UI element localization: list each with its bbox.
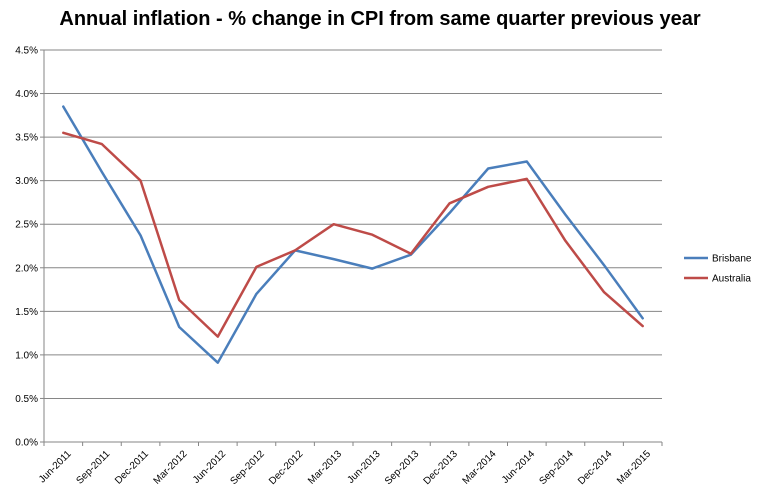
data-point-brisbane — [603, 264, 605, 266]
series-line-australia — [62, 131, 644, 338]
data-point-brisbane — [448, 212, 450, 214]
x-tick-label: Sep-2013 — [383, 448, 422, 487]
x-tick-label: Jun-2014 — [500, 448, 538, 486]
x-tick-label: Mar-2014 — [461, 448, 499, 486]
data-point-australia — [641, 325, 643, 327]
y-tick-label: 0.5% — [15, 394, 38, 405]
data-point-brisbane — [487, 167, 489, 169]
x-tick-label: Dec-2011 — [113, 448, 151, 486]
data-point-australia — [101, 143, 103, 145]
y-tick-label: 1.0% — [15, 350, 38, 361]
y-tick-label: 1.5% — [15, 307, 38, 318]
data-point-australia — [294, 249, 296, 251]
data-point-australia — [217, 335, 219, 337]
y-tick-label: 4.5% — [15, 46, 38, 57]
x-tick-label: Dec-2013 — [422, 448, 461, 487]
x-tick-label: Mar-2013 — [306, 448, 344, 486]
data-point-brisbane — [641, 317, 643, 319]
y-tick-label: 2.5% — [15, 220, 38, 231]
series-line-brisbane — [62, 105, 644, 364]
data-point-australia — [526, 178, 528, 180]
y-tick-label: 0.0% — [15, 438, 38, 449]
data-point-brisbane — [371, 267, 373, 269]
data-point-brisbane — [564, 213, 566, 215]
data-point-australia — [603, 291, 605, 293]
data-point-australia — [332, 223, 334, 225]
x-tick-label: Mar-2015 — [615, 448, 653, 486]
data-point-brisbane — [526, 160, 528, 162]
data-point-australia — [448, 202, 450, 204]
data-point-australia — [255, 266, 257, 268]
legend-label-australia: Australia — [712, 274, 751, 285]
x-tick-label: Dec-2012 — [267, 448, 306, 487]
data-point-australia — [564, 240, 566, 242]
data-point-australia — [178, 299, 180, 301]
data-point-australia — [62, 132, 64, 134]
x-tick-label: Jun-2011 — [37, 448, 74, 485]
y-tick-label: 2.0% — [15, 263, 38, 274]
x-tick-label: Sep-2012 — [228, 448, 267, 487]
data-point-brisbane — [101, 171, 103, 173]
data-point-australia — [410, 253, 412, 255]
x-tick-label: Jun-2013 — [345, 448, 383, 486]
data-point-brisbane — [332, 258, 334, 260]
data-point-australia — [487, 186, 489, 188]
legend-label-brisbane: Brisbane — [712, 254, 752, 265]
data-point-australia — [139, 179, 141, 181]
x-tick-label: Sep-2011 — [74, 448, 112, 486]
data-point-australia — [371, 233, 373, 235]
y-tick-label: 3.0% — [15, 176, 38, 187]
data-point-brisbane — [217, 362, 219, 364]
chart-title: Annual inflation - % change in CPI from … — [59, 8, 701, 30]
x-tick-label: Dec-2014 — [576, 448, 615, 487]
x-tick-label: Sep-2014 — [537, 448, 576, 487]
y-tick-label: 3.5% — [15, 133, 38, 144]
data-point-brisbane — [139, 234, 141, 236]
data-point-brisbane — [255, 293, 257, 295]
x-tick-label: Mar-2012 — [152, 448, 190, 486]
x-tick-label: Jun-2012 — [191, 448, 229, 486]
data-point-brisbane — [178, 326, 180, 328]
y-tick-label: 4.0% — [15, 89, 38, 100]
data-point-brisbane — [62, 105, 64, 107]
